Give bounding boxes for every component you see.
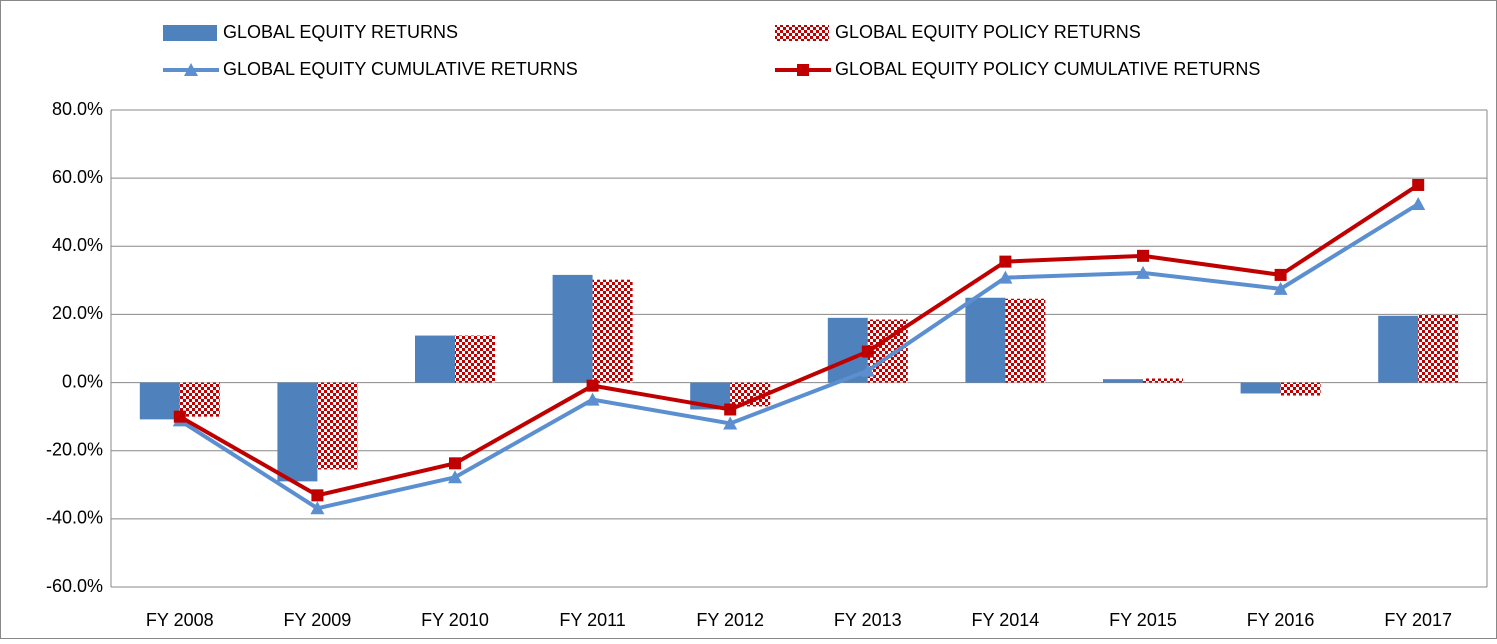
line-marker <box>1273 281 1288 295</box>
line <box>178 183 1420 498</box>
x-tick-label: FY 2009 <box>284 610 352 630</box>
bar <box>552 274 593 383</box>
bar <box>179 382 220 417</box>
y-tick-label: -20.0% <box>46 439 103 459</box>
line-marker <box>310 501 325 515</box>
bar <box>139 382 180 420</box>
line-marker <box>1412 178 1425 191</box>
y-tick-label: 80.0% <box>52 99 103 119</box>
bar <box>965 297 1006 383</box>
line-marker <box>1137 249 1149 262</box>
y-tick-label: 60.0% <box>52 167 103 187</box>
line-marker <box>448 470 462 484</box>
line-marker <box>1136 265 1150 279</box>
x-tick-label: FY 2008 <box>146 610 214 630</box>
x-tick-label: FY 2016 <box>1247 610 1315 630</box>
line-marker <box>1411 197 1426 211</box>
x-tick-label: FY 2010 <box>421 610 489 630</box>
line-marker <box>449 457 461 470</box>
x-tick-label: FY 2012 <box>696 610 764 630</box>
line <box>178 202 1420 511</box>
y-tick-label: -40.0% <box>46 508 103 528</box>
y-tick-label: 20.0% <box>52 303 103 323</box>
legend-label: GLOBAL EQUITY RETURNS <box>223 22 458 42</box>
line-marker <box>797 64 809 76</box>
legend-label: GLOBAL EQUITY CUMULATIVE RETURNS <box>223 59 578 79</box>
x-tick-label: FY 2013 <box>834 610 902 630</box>
x-tick-label: FY 2017 <box>1384 610 1452 630</box>
bar <box>455 335 495 383</box>
bar <box>592 279 633 383</box>
legend-swatch <box>775 25 829 41</box>
bar <box>277 382 318 482</box>
y-tick-label: -60.0% <box>46 576 103 596</box>
bar <box>415 335 455 383</box>
bar <box>730 382 771 407</box>
bar <box>317 382 358 470</box>
legend-label: GLOBAL EQUITY POLICY RETURNS <box>835 22 1141 42</box>
line-marker <box>173 410 186 423</box>
line-marker <box>998 270 1013 284</box>
x-tick-label: FY 2015 <box>1109 610 1177 630</box>
bar <box>1005 298 1046 383</box>
line-marker <box>860 363 875 377</box>
line-marker <box>184 63 198 76</box>
line-marker <box>586 379 599 392</box>
x-tick-label: FY 2014 <box>972 610 1040 630</box>
bar <box>1280 382 1321 396</box>
legend-label: GLOBAL EQUITY POLICY CUMULATIVE RETURNS <box>835 59 1260 79</box>
line-marker <box>311 489 324 502</box>
bar <box>1103 379 1143 383</box>
line-marker <box>585 392 600 406</box>
y-tick-label: 0.0% <box>62 371 103 391</box>
line-marker <box>724 403 737 416</box>
line-marker <box>723 416 738 430</box>
bar <box>1378 315 1419 383</box>
y-tick-label: 40.0% <box>52 235 103 255</box>
x-tick-label: FY 2011 <box>559 610 625 630</box>
bar <box>1143 378 1183 383</box>
bar <box>1418 314 1459 383</box>
legend-swatch <box>163 25 217 41</box>
line-marker <box>861 345 874 358</box>
line-marker <box>999 255 1012 268</box>
line-marker <box>1274 268 1287 281</box>
bar <box>1240 382 1281 394</box>
